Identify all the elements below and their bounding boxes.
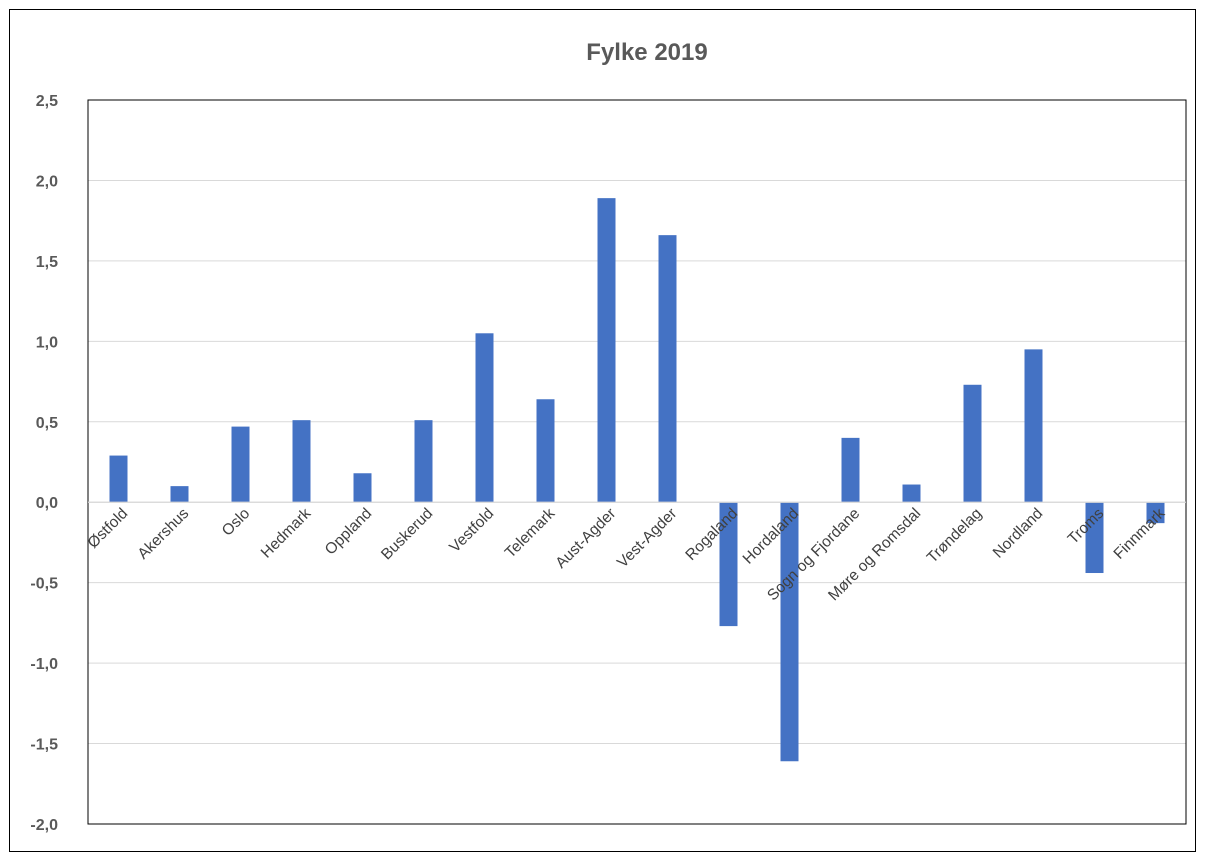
y-tick-label: 2,5 — [36, 93, 58, 110]
bar — [1024, 349, 1043, 503]
category-label: Oslo — [219, 505, 254, 540]
axes — [87, 99, 1187, 825]
category-label: Aust-Agder — [552, 505, 619, 572]
bar — [719, 502, 738, 627]
category-label: Østfold — [85, 505, 132, 552]
y-tick-label: -2,0 — [30, 817, 58, 834]
bar — [780, 502, 799, 762]
chart-title: Fylke 2019 — [586, 39, 707, 66]
category-label: Akershus — [135, 505, 193, 563]
category-label: Vest-Agder — [614, 505, 680, 571]
x-axis-category-labels: Østfold Akershus Oslo Hedmark Oppland Buskeru… — [85, 505, 1169, 604]
y-tick-label: 1,0 — [36, 334, 58, 351]
category-label: Nordland — [990, 505, 1047, 562]
bar — [658, 235, 677, 503]
bar — [475, 333, 494, 503]
bar — [1085, 502, 1104, 574]
y-tick-label: 0,5 — [36, 415, 58, 432]
bar — [353, 473, 372, 503]
category-label: Trøndelag — [924, 505, 986, 567]
category-label: Telemark — [502, 505, 559, 562]
bar — [1146, 502, 1165, 524]
bar — [170, 486, 189, 503]
y-tick-label: 0,0 — [36, 495, 58, 512]
bar — [536, 399, 555, 503]
bar-chart: Fylke 2019 2,5 2,0 1,5 1,0 0,5 0,0 -0,5 -1,0 -1,… — [30, 39, 1187, 834]
y-tick-label: -0,5 — [30, 576, 58, 593]
bar — [597, 198, 616, 503]
bars — [109, 198, 1165, 762]
bar — [292, 420, 311, 503]
bar — [231, 426, 250, 503]
y-tick-label: -1,0 — [30, 656, 58, 673]
bar — [963, 384, 982, 503]
y-tick-label: 1,5 — [36, 254, 58, 271]
gridlines — [88, 99, 1186, 825]
plot-area-border — [87, 99, 1187, 825]
bar — [414, 420, 433, 503]
category-label: Buskerud — [378, 505, 436, 563]
y-tick-label: -1,5 — [30, 737, 58, 754]
category-label: Vestfold — [446, 505, 497, 556]
category-label: Hedmark — [258, 505, 315, 562]
category-label: Finnmark — [1111, 505, 1169, 563]
bar — [109, 455, 128, 503]
bar — [902, 484, 921, 503]
y-tick-label: 2,0 — [36, 173, 58, 190]
bar — [841, 437, 860, 503]
category-label: Oppland — [322, 505, 375, 558]
chart-frame: Fylke 2019 2,5 2,0 1,5 1,0 0,5 0,0 -0,5 -1,0 -1,… — [9, 9, 1196, 852]
y-axis-tick-labels: 2,5 2,0 1,5 1,0 0,5 0,0 -0,5 -1,0 -1,5 -2,0 — [30, 93, 58, 834]
